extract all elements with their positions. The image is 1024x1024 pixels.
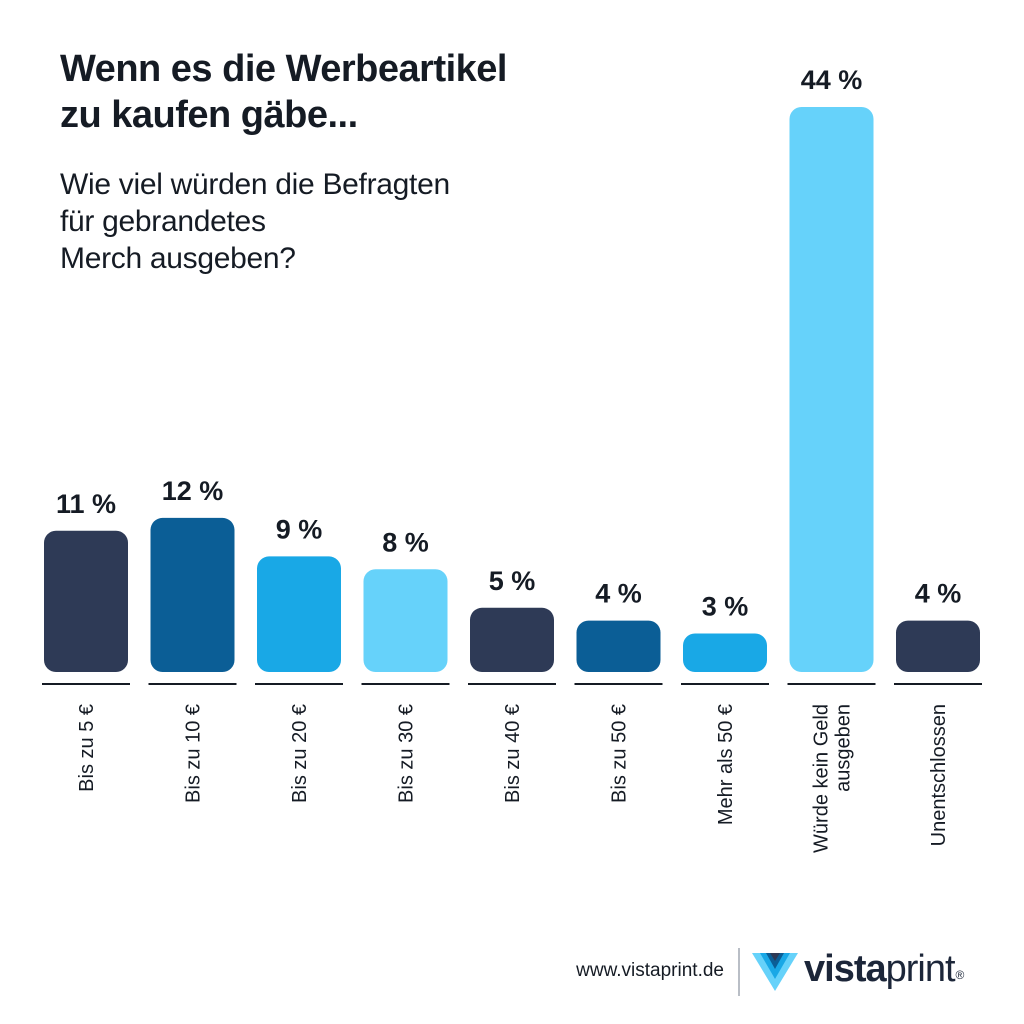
logo-word-bold: vista [804,948,887,990]
category-label: Bis zu 30 € [396,704,418,803]
subtitle-line-3: Merch ausgeben? [60,242,296,275]
bar-7 [683,633,767,672]
title-line-2: zu kaufen gäbe... [60,94,358,136]
bar-value-label: 3 % [702,591,749,621]
title-line-1: Wenn es die Werbeartikel [60,48,508,90]
footer-divider [738,948,740,996]
bar-value-label: 4 % [915,579,962,609]
bar-value-label: 11 % [56,489,116,519]
bar-4 [363,569,448,672]
vistaprint-triangle-icon [752,953,798,991]
bar-6 [576,620,661,672]
vistaprint-logo: vistaprint® [752,947,965,997]
bar-2 [150,517,235,672]
footer-url[interactable]: www.vistaprint.de [576,960,724,981]
bar-value-label: 44 % [801,65,863,95]
category-label: ausgeben [833,704,855,792]
bar-value-label: 4 % [595,579,642,609]
bar-3 [257,556,341,672]
chart-title: Wenn es die Werbeartikel zu kaufen gäbe.… [60,46,600,138]
bar-value-label: 8 % [382,527,429,557]
subtitle-line-1: Wie viel würden die Befragten [60,168,450,201]
bar-1 [44,530,128,672]
bar-8 [789,107,874,672]
category-label: Bis zu 40 € [502,704,524,803]
bar-9 [896,620,980,672]
category-label: Bis zu 10 € [183,704,205,803]
bar-value-label: 12 % [162,476,224,506]
vistaprint-wordmark: vistaprint® [804,947,965,997]
bar-value-label: 5 % [489,566,536,596]
category-label: Bis zu 50 € [609,704,631,803]
category-label: Bis zu 20 € [289,704,311,803]
logo-word-light: print [885,948,956,990]
subtitle-line-2: für gebrandetes [60,205,266,238]
category-label: Unentschlossen [928,704,950,846]
bar-5 [470,607,554,672]
category-label: Mehr als 50 € [715,704,737,825]
logo-registered-mark: ® [955,968,965,982]
chart-subtitle: Wie viel würden die Befragten für gebran… [60,166,600,277]
bar-value-label: 9 % [276,514,323,544]
category-label: Bis zu 5 € [76,704,98,792]
category-label: Würde kein Geld [811,704,833,853]
